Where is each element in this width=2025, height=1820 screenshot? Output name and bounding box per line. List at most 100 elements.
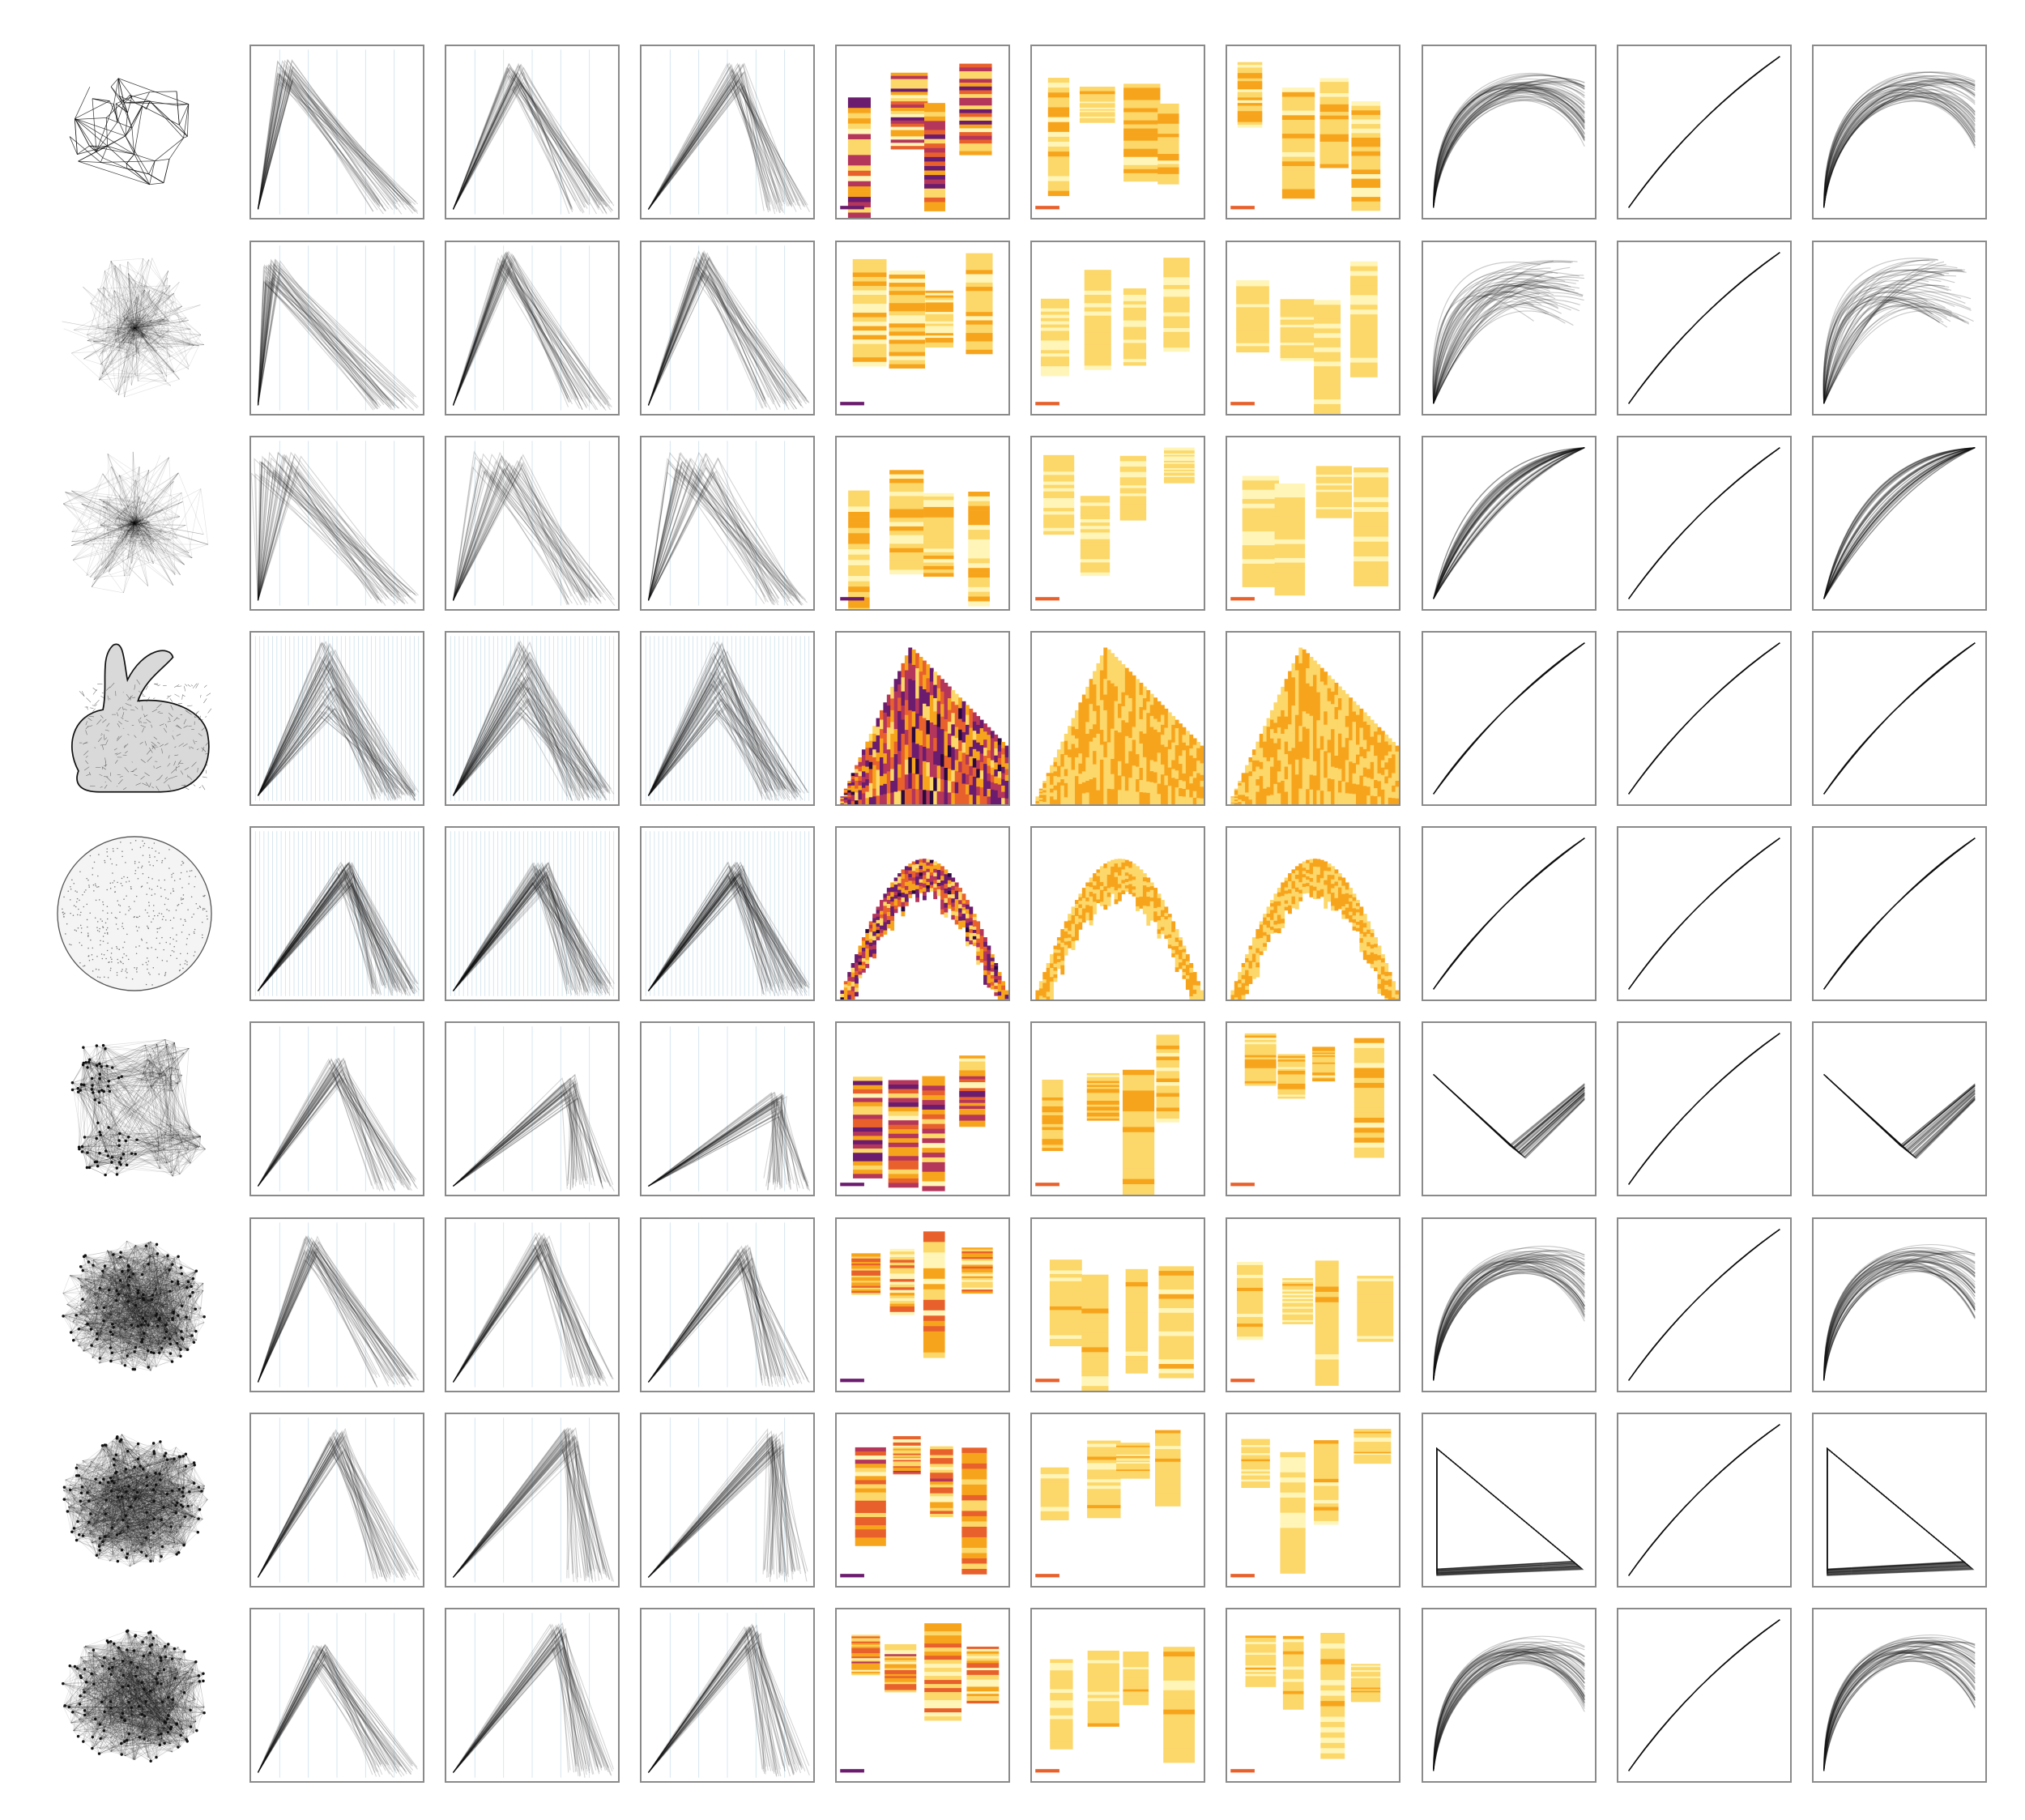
curve-bundle (1823, 838, 1976, 990)
disc-outline (57, 836, 212, 991)
curve-bundle (1436, 1447, 1584, 1576)
diagonal-bundle-plot (1628, 838, 1780, 990)
panel-r6-c1-line-profile (249, 1021, 424, 1196)
curve-bundle (1823, 258, 1974, 404)
panel-r6-c6-heatmap-pale (1226, 1021, 1400, 1196)
panel-r7-c4-heatmap-inferno (835, 1217, 1010, 1392)
panel-r2-c9-curve-bundle (1812, 241, 1987, 416)
panel-r2-c5-heatmap-pale (1030, 241, 1205, 416)
diagonal-bundle-plot (1628, 252, 1780, 404)
panel-r5-c1-line-profile (249, 826, 424, 1001)
panel-r2-c0-graph-drawing (47, 241, 222, 416)
line-profile-plot (452, 49, 615, 215)
vertical-gridlines (279, 1613, 395, 1778)
line-profile-plot (647, 441, 808, 606)
heatmap-inferno-plot (840, 1055, 986, 1191)
heat-cells (1035, 258, 1190, 406)
heat-cells (1230, 1429, 1392, 1578)
profile-lines (257, 258, 419, 411)
graph-drawing-plot (70, 1039, 206, 1177)
profile-lines (452, 62, 615, 215)
vertical-gridlines (279, 441, 395, 606)
panel-r9-c8-diagonal-bundle (1617, 1608, 1792, 1783)
heatmap-inferno-plot (840, 253, 993, 406)
line-profile-plot (648, 1417, 808, 1583)
heat-cells (1230, 1033, 1384, 1187)
panel-r4-c6-heatmap-pale (1226, 631, 1400, 806)
vertical-gridlines (669, 1026, 786, 1191)
diagonal-bundle-plot (1628, 1619, 1780, 1771)
graph-edges (62, 258, 205, 398)
heatmap-inferno-plot (840, 470, 990, 609)
curve-bundle (1433, 1074, 1585, 1159)
vertical-gridlines (254, 636, 420, 801)
graph-drawing-plot (57, 836, 212, 991)
heatmap-inferno-plot (840, 647, 1008, 804)
curve-bundle (1433, 1246, 1585, 1381)
heatmap-pale-plot (1230, 1033, 1384, 1187)
bunny-shape (71, 643, 210, 793)
graph-drawing-plot (62, 1240, 206, 1371)
panel-r5-c6-heatmap-pale (1226, 826, 1400, 1001)
curve-bundle (1628, 252, 1780, 404)
heatmap-inferno-plot (840, 1231, 993, 1383)
panel-r4-c2-line-profile (445, 631, 620, 806)
panel-r3-c7-curve-bundle (1422, 436, 1597, 611)
panel-r5-c0-graph-drawing (47, 826, 222, 1001)
curve-bundle-plot (1433, 1074, 1585, 1159)
panel-r5-c7-curve-bundle (1422, 826, 1597, 1001)
curve-bundle-plot (1433, 1246, 1585, 1381)
panel-r8-c7-curve-bundle (1422, 1413, 1597, 1588)
curve-bundle (1827, 1447, 1975, 1576)
profile-lines (648, 1623, 810, 1777)
line-profile-plot (450, 831, 615, 996)
curve-bundle-plot (1432, 260, 1585, 404)
curve-bundle (1628, 838, 1780, 990)
curve-bundle (1628, 1229, 1780, 1381)
vertical-gridlines (474, 1613, 590, 1778)
graph-nodes (62, 1629, 206, 1763)
heat-cells (1035, 1034, 1179, 1195)
panel-r1-c8-diagonal-bundle (1617, 45, 1792, 220)
line-profile-plot (254, 636, 420, 801)
curve-bundle (1628, 1033, 1780, 1185)
profile-lines (452, 450, 616, 606)
profile-lines (647, 641, 809, 801)
panel-r4-c4-heatmap-inferno (835, 631, 1010, 806)
curve-bundle-plot (1433, 447, 1585, 599)
profile-lines (647, 249, 810, 411)
line-profile-plot (645, 831, 810, 996)
curve-bundle-plot (1823, 642, 1976, 795)
panel-r7-c9-curve-bundle (1812, 1217, 1987, 1392)
graph-nodes (70, 1044, 139, 1177)
panel-r3-c9-curve-bundle (1812, 436, 1987, 611)
panel-r9-c2-line-profile (445, 1608, 620, 1783)
heatmap-inferno-plot (840, 1623, 1000, 1773)
profile-lines (453, 1073, 615, 1192)
heat-cells (840, 859, 1008, 1000)
panel-r6-c9-curve-bundle (1812, 1021, 1987, 1196)
panel-r1-c9-curve-bundle (1812, 45, 1987, 220)
vertical-gridlines (279, 49, 395, 215)
vertical-gridlines (279, 1026, 395, 1191)
panel-r2-c4-heatmap-inferno (835, 241, 1010, 416)
vertical-gridlines (669, 49, 786, 215)
curve-bundle (1433, 1635, 1585, 1771)
vertical-gridlines (669, 245, 786, 411)
vertical-gridlines (450, 636, 615, 801)
heat-cells (1035, 647, 1204, 804)
line-profile-plot (453, 1417, 614, 1583)
panel-r5-c5-heatmap-pale (1030, 826, 1205, 1001)
panel-r1-c0-graph-drawing (47, 45, 222, 220)
line-profile-plot (452, 245, 612, 411)
heatmap-pale-plot (1035, 1647, 1196, 1773)
curve-bundle-plot (1436, 1447, 1584, 1576)
panel-r3-c8-diagonal-bundle (1617, 436, 1792, 611)
vertical-gridlines (645, 636, 810, 801)
heat-cells (1035, 1647, 1196, 1773)
panel-r7-c8-diagonal-bundle (1617, 1217, 1792, 1392)
heatmap-pale-plot (1035, 78, 1179, 210)
panel-r9-c4-heatmap-inferno (835, 1608, 1010, 1783)
heat-cells (1035, 447, 1195, 601)
curve-bundle (1628, 56, 1780, 208)
